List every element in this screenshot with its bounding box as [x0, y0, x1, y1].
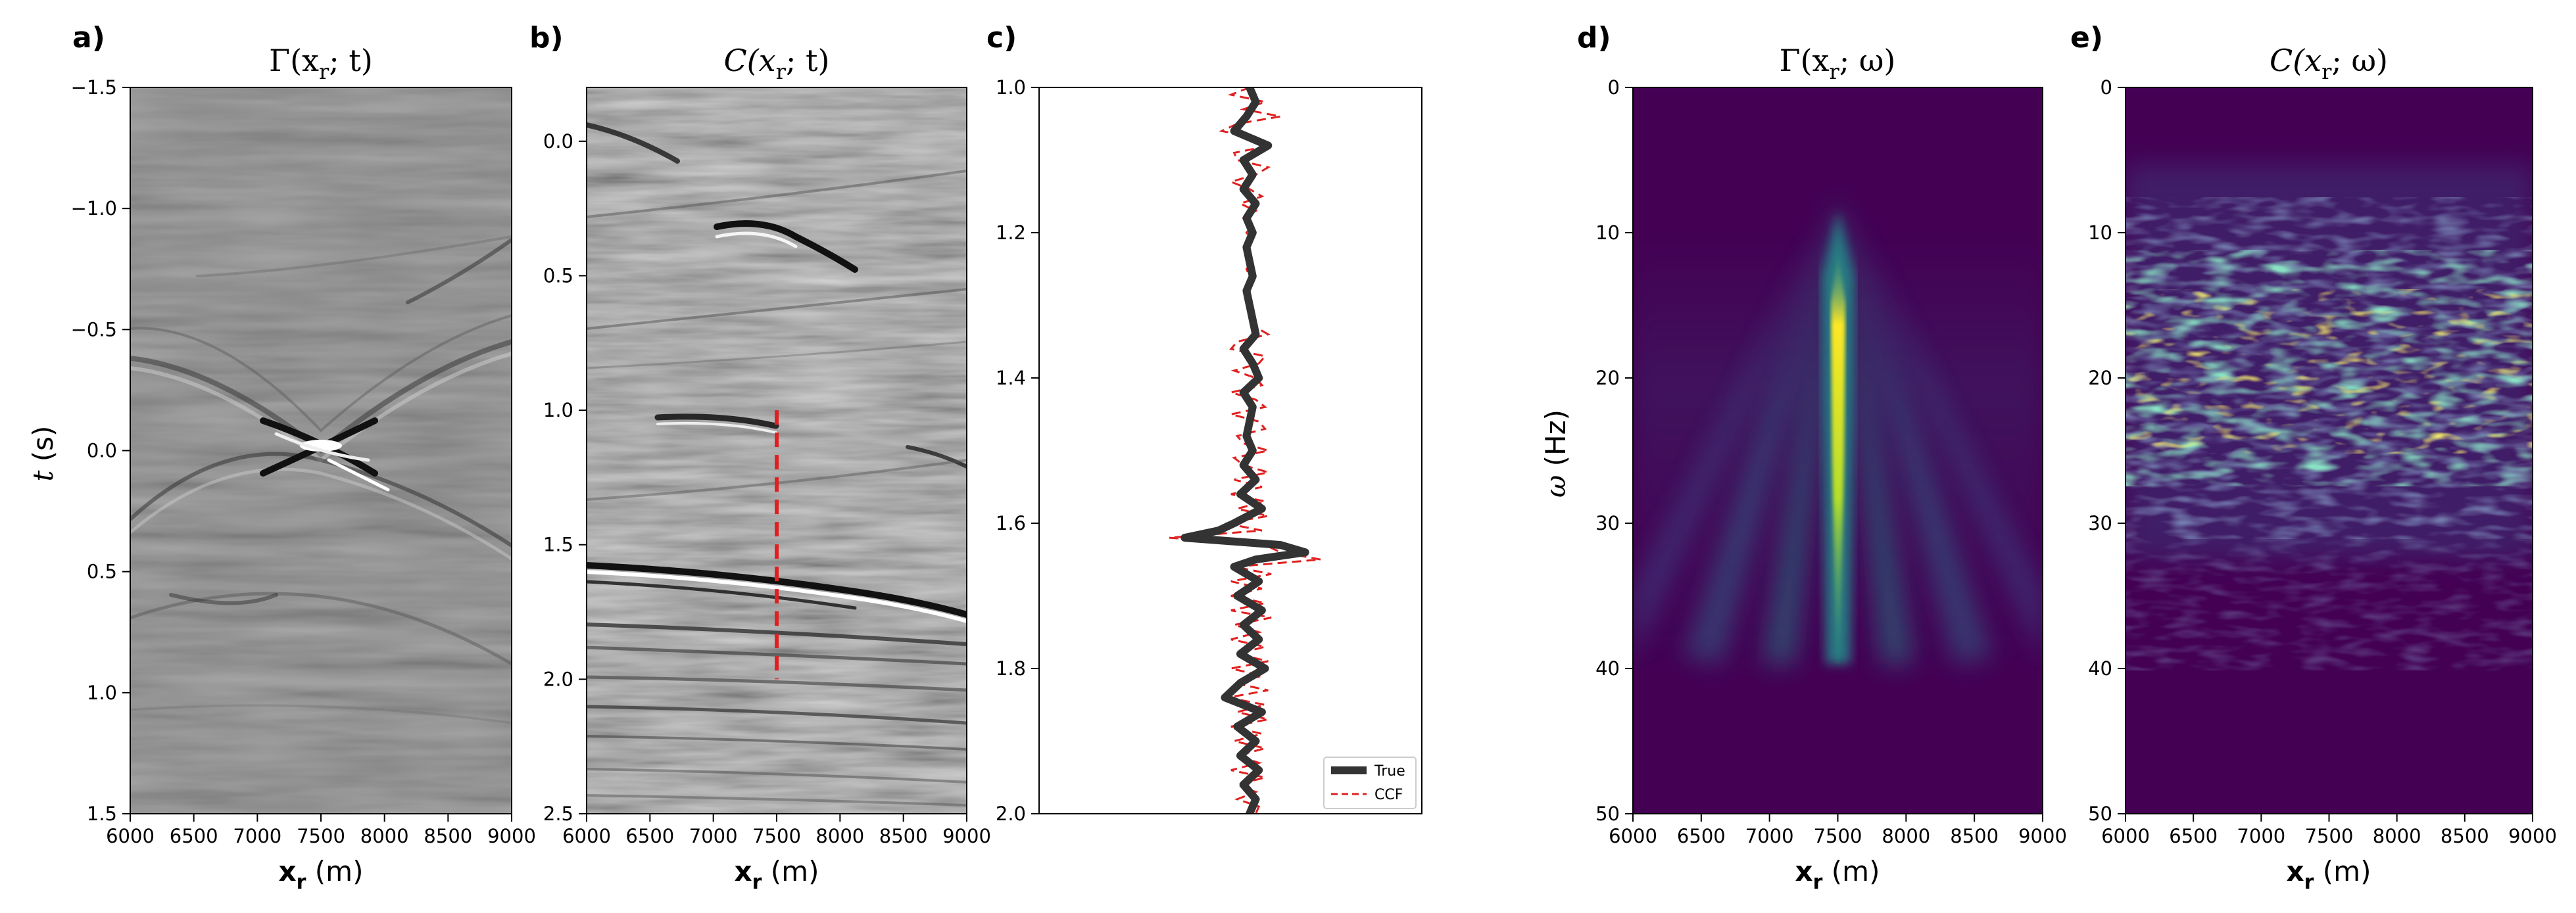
y-tick-label: −0.5	[71, 318, 117, 340]
y-tick-label: 2.5	[543, 803, 573, 825]
panel-b-xlabel: xr (m)	[735, 855, 819, 894]
y-tick-label: 40	[1595, 657, 1620, 680]
y-tick-label: 0.0	[87, 440, 117, 462]
panel-a: a) Γ(xr; t)	[27, 21, 536, 894]
x-tick-label: 7500	[1814, 825, 1862, 847]
y-tick-label: −1.5	[71, 76, 117, 99]
panel-e-title: C(xr; ω)	[2270, 43, 2388, 84]
panel-e-image	[2126, 87, 2533, 814]
y-tick-label: 1.4	[996, 367, 1026, 389]
y-tick-label: 40	[2088, 657, 2112, 680]
y-tick-label: 1.6	[996, 512, 1026, 534]
ccf-series-line	[1169, 87, 1321, 814]
y-tick-label: 2.0	[543, 668, 573, 690]
y-tick-label: 30	[1595, 512, 1620, 534]
panel-e-axes: 6000 6500 7000 7500 8000 8500 9000 0 10 20 30 40 50	[2088, 76, 2557, 847]
panel-d-label: d)	[1577, 21, 1611, 55]
y-tick-label: 1.8	[996, 657, 1026, 680]
panel-a-ylabel: t (s)	[27, 426, 59, 482]
panel-a-image	[130, 87, 512, 814]
y-tick-label: 1.5	[543, 534, 573, 556]
y-tick-label: 50	[2088, 803, 2112, 825]
y-tick-label: −1.0	[71, 197, 117, 220]
panel-d-xlabel: xr (m)	[1795, 855, 1880, 894]
panel-e-label: e)	[2070, 21, 2103, 55]
y-tick-label: 10	[1595, 222, 1620, 244]
x-tick-label: 8000	[360, 825, 409, 847]
y-tick-label: 0.5	[543, 264, 573, 287]
x-tick-label: 8500	[424, 825, 472, 847]
true-series-line	[1180, 87, 1309, 814]
panel-b-label: b)	[529, 21, 564, 55]
panel-c-frame	[1038, 87, 1422, 814]
panel-d-axes: 6000 6500 7000 7500 8000 8500 9000 0 10 20 30 40 50	[1595, 76, 2067, 847]
panel-e-xlabel: xr (m)	[2287, 855, 2371, 894]
x-tick-label: 6000	[1609, 825, 1657, 847]
panel-b-axes: 6000 6500 7000 7500 8000 8500 9000 0.0 0.5 1.0 1.5…	[543, 130, 991, 847]
x-tick-label: 6000	[106, 825, 155, 847]
panel-c-label: c)	[986, 21, 1017, 55]
y-tick-label: 10	[2088, 222, 2112, 244]
x-tick-label: 7500	[297, 825, 345, 847]
y-tick-label: 1.0	[543, 399, 573, 421]
y-tick-label: 2.0	[996, 803, 1026, 825]
legend-ccf-label: CCF	[1374, 787, 1403, 803]
panel-a-xlabel: xr (m)	[279, 855, 364, 894]
panel-c: c) 1.0 1.2 1.4 1.6 1.8 2.0 True CCF	[986, 21, 1422, 825]
panel-b: b) C(xr; t)	[529, 21, 991, 894]
y-tick-label: 30	[2088, 512, 2112, 534]
panel-e: e) C(xr; ω) 6000 6500 7000 7500 8000 8500 9000…	[2070, 21, 2557, 894]
y-tick-label: 0	[2101, 76, 2112, 99]
panel-b-title: C(xr; t)	[724, 43, 830, 84]
x-tick-label: 8000	[2373, 825, 2421, 847]
x-tick-label: 9000	[942, 825, 991, 847]
panel-d-image	[1633, 87, 2043, 814]
x-tick-label: 7000	[689, 825, 738, 847]
x-tick-label: 6000	[562, 825, 611, 847]
x-tick-label: 8500	[879, 825, 928, 847]
y-tick-label: 0.0	[543, 130, 573, 152]
y-tick-label: 20	[1595, 367, 1620, 389]
panel-d: d) Γ(xr; ω) 6000 6500 7000 7500 8000 8500 9000…	[1540, 21, 2067, 894]
x-tick-label: 8500	[2441, 825, 2489, 847]
panel-d-title: Γ(xr; ω)	[1780, 43, 1896, 84]
x-tick-label: 9000	[2018, 825, 2067, 847]
y-tick-label: 20	[2088, 367, 2112, 389]
x-tick-label: 6000	[2101, 825, 2150, 847]
panel-b-image	[587, 87, 967, 814]
x-tick-label: 6500	[2169, 825, 2218, 847]
x-tick-label: 6500	[170, 825, 218, 847]
y-tick-label: 1.0	[87, 682, 117, 704]
panel-d-ylabel: ω (Hz)	[1540, 410, 1572, 498]
x-tick-label: 6500	[1677, 825, 1726, 847]
x-tick-label: 6500	[625, 825, 674, 847]
y-tick-label: 50	[1595, 803, 1620, 825]
x-tick-label: 7000	[2237, 825, 2285, 847]
panel-c-axes: 1.0 1.2 1.4 1.6 1.8 2.0	[996, 76, 1039, 825]
x-tick-label: 9000	[2508, 825, 2557, 847]
panel-a-axes: 6000 6500 7000 7500 8000 8500 9000 −1.5 −1.0 −0.5…	[71, 76, 536, 847]
panel-a-label: a)	[72, 21, 105, 55]
y-tick-label: 1.2	[996, 222, 1026, 244]
x-tick-label: 8500	[1950, 825, 1999, 847]
y-tick-label: 1.5	[87, 803, 117, 825]
x-tick-label: 7500	[752, 825, 801, 847]
x-tick-label: 7000	[1745, 825, 1794, 847]
x-tick-label: 7000	[233, 825, 281, 847]
panel-a-title: Γ(xr; t)	[269, 43, 373, 84]
legend-true-label: True	[1374, 763, 1405, 780]
x-tick-label: 9000	[487, 825, 536, 847]
legend: True CCF	[1323, 757, 1417, 809]
y-tick-label: 0.5	[87, 561, 117, 583]
x-tick-label: 8000	[1882, 825, 1930, 847]
x-tick-label: 7500	[2305, 825, 2354, 847]
x-tick-label: 8000	[815, 825, 864, 847]
y-tick-label: 0	[1608, 76, 1620, 99]
y-tick-label: 1.0	[996, 76, 1026, 99]
